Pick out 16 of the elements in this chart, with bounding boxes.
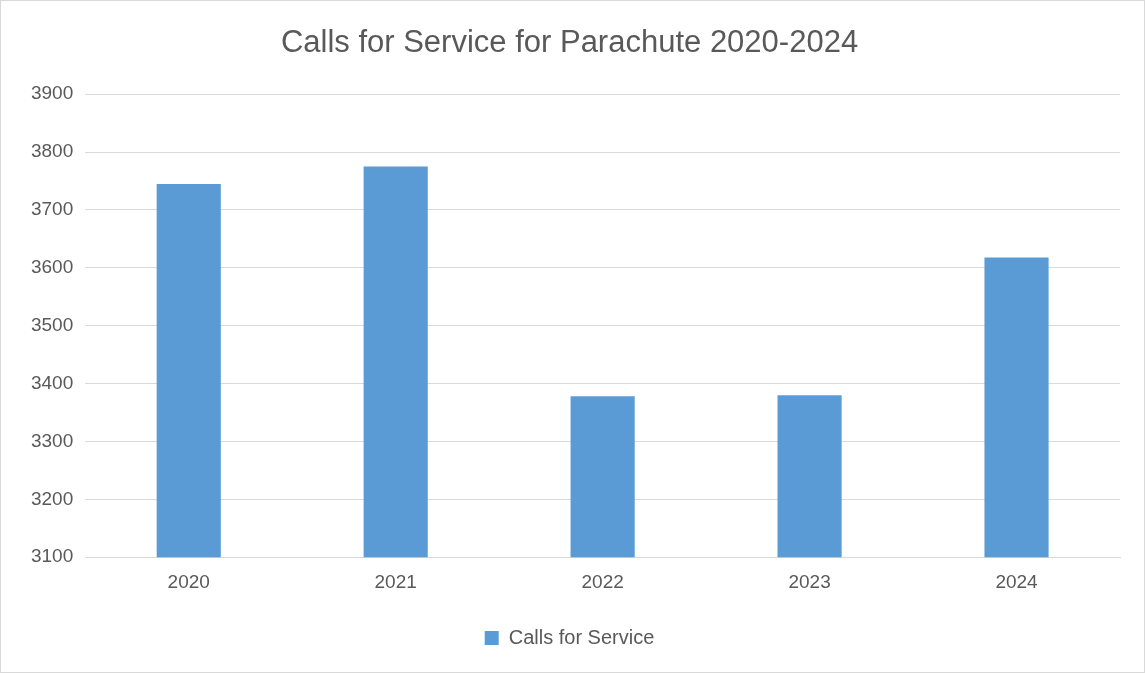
y-tick-label: 3300 xyxy=(30,429,74,451)
y-tick-label: 3900 xyxy=(30,82,74,104)
x-tick-label: 2022 xyxy=(581,570,624,592)
x-tick-label: 2024 xyxy=(995,570,1039,592)
y-tick-label: 3500 xyxy=(30,313,74,335)
legend-label: Calls for Service xyxy=(508,625,655,648)
y-tick-label: 3200 xyxy=(30,487,74,509)
x-tick-label: 2020 xyxy=(167,570,210,592)
y-tick-label: 3400 xyxy=(30,371,74,393)
y-tick-label: 3700 xyxy=(30,198,74,220)
y-tick-label: 3100 xyxy=(30,545,74,567)
x-tick-label: 2021 xyxy=(374,570,417,592)
chart-title: Calls for Service for Parachute 2020-2024 xyxy=(280,24,859,60)
y-tick-label: 3600 xyxy=(30,256,74,278)
y-tick-label: 3800 xyxy=(30,140,74,162)
x-tick-label: 2023 xyxy=(788,570,831,592)
